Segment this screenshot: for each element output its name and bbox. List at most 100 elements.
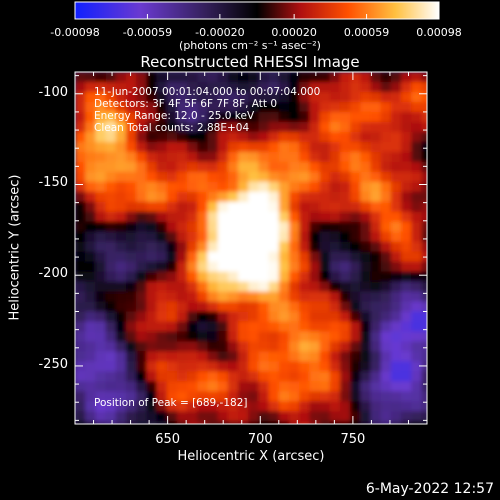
heatmap-cell xyxy=(75,411,86,422)
heatmap-cell xyxy=(85,361,96,372)
heatmap-cell xyxy=(85,211,96,223)
heatmap-cell xyxy=(176,321,188,333)
heatmap-cell xyxy=(268,81,280,93)
heatmap-cell xyxy=(299,72,310,83)
heatmap-cell xyxy=(432,202,443,213)
heatmap-cell xyxy=(350,351,361,362)
heatmap-cell xyxy=(380,281,392,293)
heatmap-cell xyxy=(278,321,290,333)
heatmap-cell xyxy=(350,271,361,283)
heatmap-cell xyxy=(421,351,427,362)
heatmap-cell xyxy=(268,421,280,424)
heatmap-cell xyxy=(105,261,117,273)
heatmap-cell xyxy=(105,191,117,203)
heatmap-cell xyxy=(105,351,117,362)
heatmap-cell xyxy=(309,401,321,412)
heatmap-cell xyxy=(248,121,260,133)
heatmap-cell xyxy=(339,201,351,213)
heatmap-cell xyxy=(238,411,249,422)
heatmap-cell xyxy=(105,421,117,424)
heatmap-cell xyxy=(115,141,127,153)
heatmap-cell xyxy=(197,281,209,293)
heatmap-cell xyxy=(95,171,107,183)
heatmap-cell xyxy=(288,101,300,113)
heatmap-cell xyxy=(136,121,147,133)
heatmap-cell xyxy=(390,72,402,83)
heatmap-cell xyxy=(329,221,341,233)
heatmap-cell xyxy=(370,301,382,313)
heatmap-cell xyxy=(350,141,361,153)
heatmap-cell xyxy=(350,251,361,263)
heatmap-cell xyxy=(75,271,86,283)
heatmap-cell xyxy=(319,331,331,343)
heatmap-cell xyxy=(258,341,270,353)
heatmap-cell xyxy=(146,231,158,243)
heatmap-cell xyxy=(258,251,270,263)
heatmap-cell xyxy=(401,311,412,323)
heatmap-cell xyxy=(75,311,86,323)
heatmap-cell xyxy=(238,191,249,203)
heatmap-cell xyxy=(432,371,443,382)
heatmap-cell xyxy=(156,241,168,253)
heatmap-cell xyxy=(432,212,443,223)
heatmap-cell xyxy=(238,231,249,243)
heatmap-cell xyxy=(125,241,137,253)
heatmap-cell xyxy=(350,181,361,193)
heatmap-cell xyxy=(278,361,290,372)
heatmap-cell xyxy=(319,251,331,263)
heatmap-cell xyxy=(85,301,96,313)
heatmap-cell xyxy=(421,291,427,303)
heatmap-cell xyxy=(115,341,127,353)
heatmap-cell xyxy=(248,421,260,424)
heatmap-cell xyxy=(390,141,402,153)
heatmap-cell xyxy=(390,381,402,392)
heatmap-cell xyxy=(197,431,208,442)
heatmap-cell xyxy=(258,191,270,203)
heatmap-cell xyxy=(156,161,168,173)
heatmap-cell xyxy=(85,201,96,213)
heatmap-cell xyxy=(85,81,96,93)
heatmap-cell xyxy=(115,161,127,173)
heatmap-cell xyxy=(360,221,372,233)
heatmap-cell xyxy=(85,241,96,253)
heatmap-cell xyxy=(411,131,423,143)
heatmap-cell xyxy=(115,381,127,392)
heatmap-cell xyxy=(146,91,158,103)
heatmap-cell xyxy=(370,81,382,93)
heatmap-cell xyxy=(166,331,178,343)
heatmap-cell xyxy=(319,311,331,323)
heatmap-cell xyxy=(115,371,127,382)
heatmap-cell xyxy=(309,381,321,392)
heatmap-cell xyxy=(248,361,260,372)
heatmap-cell xyxy=(288,271,300,283)
heatmap-cell xyxy=(432,82,443,93)
heatmap-cell xyxy=(432,431,443,442)
heatmap-cell xyxy=(227,281,239,293)
heatmap-cell xyxy=(125,291,137,303)
heatmap-cell xyxy=(432,162,443,173)
heatmap-cell xyxy=(156,101,168,113)
heatmap-cell xyxy=(136,101,147,113)
heatmap-cell xyxy=(146,81,158,93)
heatmap-cell xyxy=(95,151,107,163)
heatmap-cell xyxy=(85,391,96,402)
heatmap-cell xyxy=(125,121,137,133)
heatmap-cell xyxy=(207,251,219,263)
heatmap-cell xyxy=(390,201,402,213)
heatmap-cell xyxy=(432,262,443,273)
heatmap-cell xyxy=(217,341,229,353)
heatmap-cell xyxy=(390,331,402,343)
heatmap-cell xyxy=(125,371,137,382)
heatmap-cell xyxy=(421,361,427,372)
heatmap-cell xyxy=(166,91,178,103)
heatmap-cell xyxy=(268,381,280,392)
heatmap-cell xyxy=(156,211,168,223)
heatmap-cell xyxy=(370,281,382,293)
heatmap-cell xyxy=(156,401,168,412)
heatmap-cell xyxy=(125,72,137,83)
heatmap-cell xyxy=(309,72,321,83)
heatmap-cell xyxy=(248,391,260,402)
heatmap-cell xyxy=(248,251,260,263)
heatmap-cell xyxy=(360,351,372,362)
heatmap-cell xyxy=(401,361,412,372)
